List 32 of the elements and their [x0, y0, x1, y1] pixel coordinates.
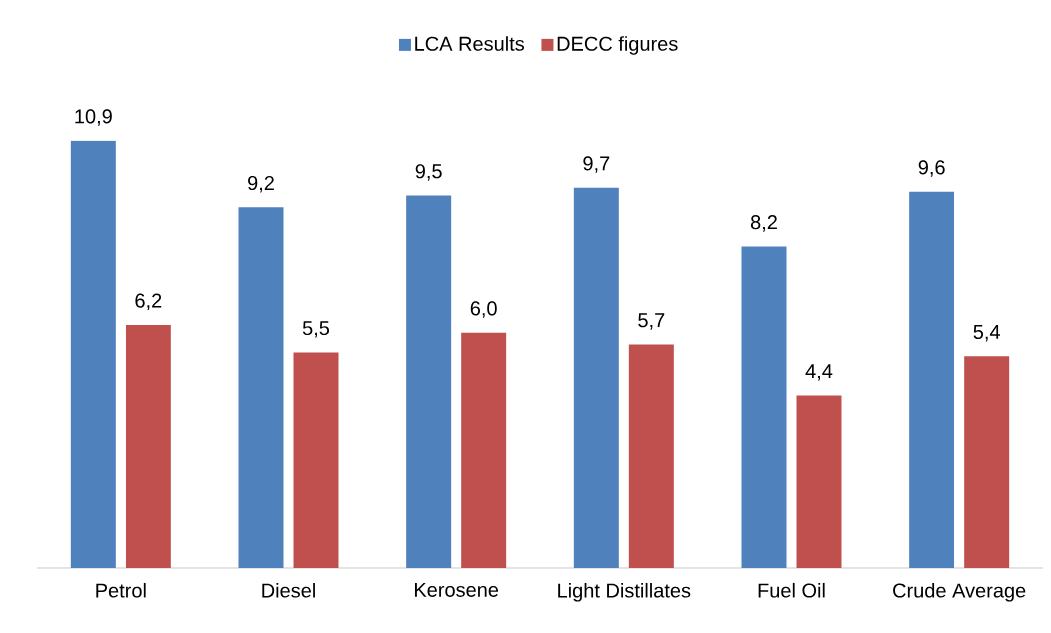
- data-label: 9,5: [415, 164, 442, 181]
- legend-label: DECC figures: [557, 36, 678, 55]
- bar: [741, 246, 787, 568]
- bar: [238, 207, 284, 568]
- bar: [964, 356, 1010, 568]
- x-tick-label: Crude Average: [893, 582, 1026, 602]
- bar: [573, 187, 619, 568]
- x-tick-label: Light Distillates: [558, 582, 691, 602]
- data-label: 6,2: [135, 293, 162, 311]
- bar: [461, 332, 507, 568]
- data-label: 8,2: [750, 215, 777, 232]
- data-label: 5,5: [302, 321, 330, 338]
- data-label: 4,4: [805, 364, 833, 381]
- data-label: 9,6: [918, 160, 945, 177]
- legend-label: LCA Results: [415, 36, 525, 51]
- data-label: 9,2: [248, 175, 274, 193]
- bar: [406, 195, 452, 568]
- data-label: 6,0: [470, 301, 497, 318]
- bar: [70, 140, 116, 568]
- x-tick-label: Diesel: [262, 582, 315, 598]
- bar: [909, 191, 955, 568]
- data-label: 5,4: [973, 325, 1000, 342]
- x-tick-label: Fuel Oil: [758, 582, 825, 598]
- bar: [796, 395, 842, 568]
- data-label: 9,7: [583, 156, 610, 173]
- data-label: 10,9: [75, 109, 112, 126]
- bar: [293, 352, 339, 568]
- x-tick-label: Kerosene: [414, 582, 499, 597]
- x-tick-label: Petrol: [96, 582, 146, 598]
- bar: [125, 324, 171, 568]
- bar: [628, 344, 674, 568]
- data-label: 5,7: [638, 313, 665, 330]
